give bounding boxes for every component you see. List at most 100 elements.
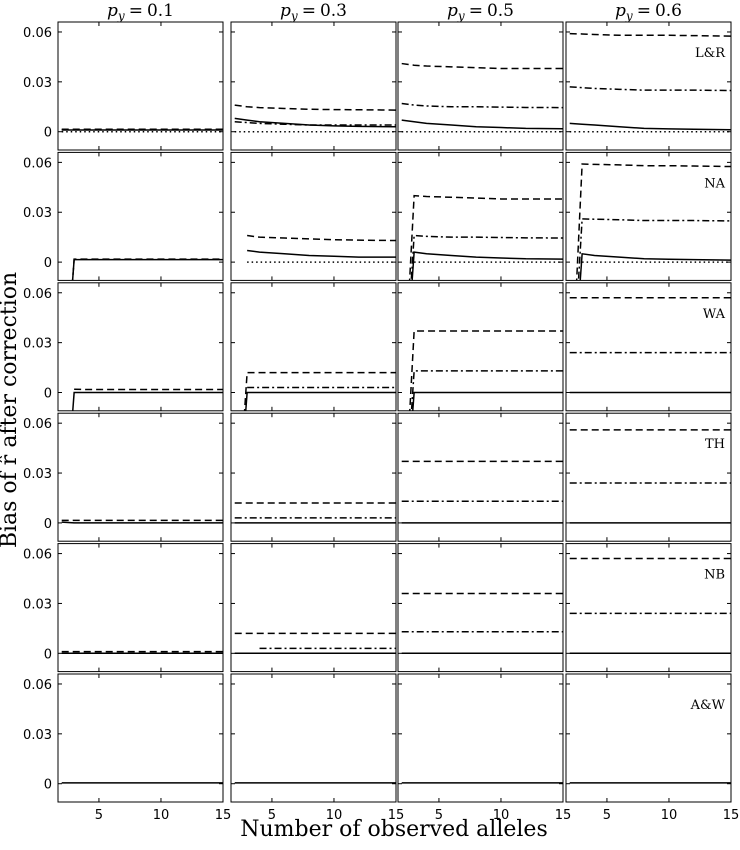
series-line <box>62 259 223 428</box>
panel-lines <box>570 164 731 428</box>
panel-frame <box>231 22 396 150</box>
x-tick-label: 5 <box>603 808 611 823</box>
panel-frame <box>398 283 563 411</box>
x-tick-label: 5 <box>268 808 276 823</box>
series-line <box>402 252 563 428</box>
y-tick-label: 0.03 <box>23 467 52 482</box>
series-line <box>402 371 563 559</box>
panel-lines <box>62 259 223 428</box>
panel-lines <box>235 503 396 523</box>
series-line <box>402 393 563 559</box>
panel-frame <box>398 22 563 150</box>
y-tick-label: 0.06 <box>23 287 52 302</box>
series-line <box>402 120 563 129</box>
y-tick-label: 0 <box>44 647 52 662</box>
series-line <box>62 522 223 523</box>
y-tick-label: 0.03 <box>23 337 52 352</box>
x-tick-label: 15 <box>388 808 405 823</box>
panel-frame <box>231 413 396 541</box>
series-line <box>570 34 731 36</box>
y-tick-label: 0.06 <box>23 156 52 171</box>
panel-lines <box>62 520 223 522</box>
panel-lines <box>402 196 563 429</box>
series-line <box>235 373 396 559</box>
series-line <box>570 219 731 428</box>
column-title: py=0.1 <box>107 1 174 23</box>
panel-frame <box>398 413 563 541</box>
y-tick-label: 0.03 <box>23 728 52 743</box>
panel-frame <box>398 152 563 280</box>
x-tick-label: 10 <box>493 808 510 823</box>
panel-lines <box>235 105 396 132</box>
panel-frame <box>566 544 731 672</box>
series-line <box>247 236 396 241</box>
row-label: WA <box>703 307 726 322</box>
column-title: py=0.6 <box>615 1 682 23</box>
panel-frame <box>58 152 223 280</box>
row-label: NA <box>704 176 725 191</box>
series-line <box>235 105 396 110</box>
panel-lines <box>62 129 223 131</box>
panel-frame <box>398 544 563 672</box>
panel-lines <box>235 633 396 653</box>
panel-lines <box>247 236 396 263</box>
series-line <box>235 393 396 559</box>
row-label: TH <box>705 437 725 452</box>
panel-frame <box>231 283 396 411</box>
y-tick-label: 0.03 <box>23 76 52 91</box>
x-tick-label: 5 <box>435 808 443 823</box>
series-line <box>570 164 731 428</box>
series-line <box>247 250 396 257</box>
panel-frame <box>566 22 731 150</box>
series-line <box>402 64 563 69</box>
panel-lines <box>402 64 563 132</box>
row-label: NB <box>704 568 725 583</box>
x-tick-label: 10 <box>661 808 678 823</box>
series-line <box>62 393 223 559</box>
series-line <box>402 103 563 107</box>
x-tick-label: 15 <box>723 808 740 823</box>
y-tick-label: 0 <box>44 517 52 532</box>
x-tick-label: 15 <box>215 808 232 823</box>
panel-lines <box>402 331 563 559</box>
y-tick-label: 0 <box>44 387 52 402</box>
panel-lines <box>62 389 223 559</box>
row-label: A&W <box>690 698 726 713</box>
y-tick-label: 0.03 <box>23 597 52 612</box>
panel-frame <box>566 283 731 411</box>
y-tick-label: 0.06 <box>23 548 52 563</box>
panel-lines <box>402 593 563 653</box>
y-tick-label: 0.06 <box>23 678 52 693</box>
y-tick-label: 0.06 <box>23 417 52 432</box>
panel-lines <box>62 652 223 654</box>
series-line <box>62 260 223 429</box>
panel-frame <box>566 152 731 280</box>
panel-frame <box>58 413 223 541</box>
y-tick-label: 0 <box>44 778 52 793</box>
series-line <box>402 196 563 429</box>
x-tick-label: 10 <box>153 808 170 823</box>
x-tick-label: 5 <box>95 808 103 823</box>
x-tick-label: 15 <box>555 808 572 823</box>
y-tick-label: 0 <box>44 256 52 271</box>
x-tick-label: 10 <box>326 808 343 823</box>
panel-frame <box>566 413 731 541</box>
panel-frame <box>231 152 396 280</box>
y-tick-label: 0.06 <box>23 26 52 41</box>
row-label: L&R <box>695 46 726 61</box>
series-line <box>402 331 563 559</box>
y-tick-label: 0.03 <box>23 206 52 221</box>
panel-lines <box>402 461 563 522</box>
panel-frame <box>58 283 223 411</box>
y-axis-label: Bias of r̂ after correction <box>0 272 22 548</box>
column-title: py=0.3 <box>280 1 347 23</box>
series-line <box>570 87 731 91</box>
panel-frame <box>231 544 396 672</box>
panel-lines <box>235 373 396 559</box>
series-line <box>570 123 731 129</box>
y-tick-label: 0 <box>44 126 52 141</box>
column-title: py=0.5 <box>447 1 514 23</box>
series-line <box>402 236 563 429</box>
